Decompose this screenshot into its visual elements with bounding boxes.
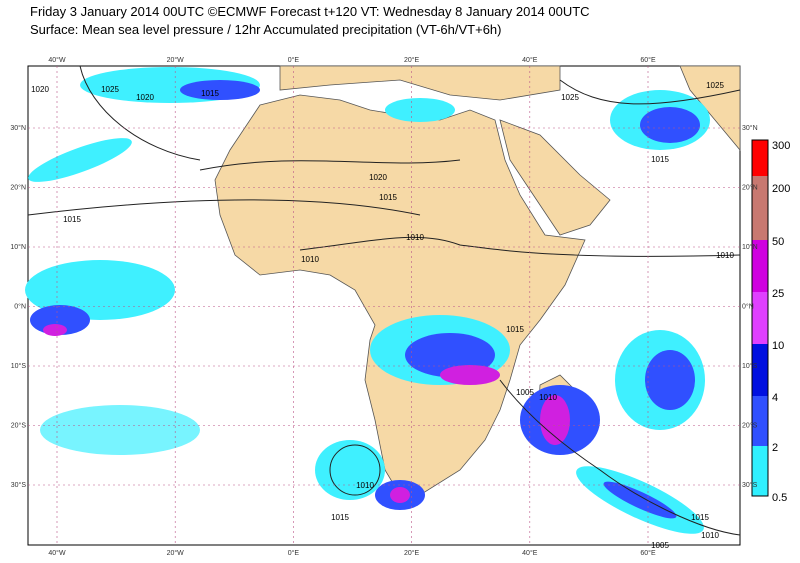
precipitation — [25, 67, 710, 534]
lon-label: 0°E — [288, 56, 300, 64]
lat-label: 20°N — [10, 184, 26, 192]
lat-label: 10°S — [742, 362, 758, 370]
lat-label: 30°N — [742, 124, 758, 132]
colorbar: 300 200 50 25 10 4 2 0.5 — [751, 139, 790, 504]
isobar-label: 1025 — [101, 85, 119, 94]
colorbar-label: 0.5 — [772, 492, 787, 504]
isobar-label: 1020 — [31, 85, 49, 94]
isobar-label: 1010 — [301, 255, 319, 264]
lat-label: 20°S — [742, 422, 758, 430]
isobar-label: 1025 — [561, 93, 579, 102]
colorbar-label: 2 — [772, 442, 778, 454]
colorbar-label: 200 — [772, 183, 790, 195]
colorbar-label: 10 — [772, 340, 784, 352]
land — [214, 65, 741, 496]
isobar-label: 1010 — [539, 393, 557, 402]
isobar-label: 1005 — [516, 388, 534, 397]
lon-label: 20°W — [167, 56, 185, 64]
isobar-label: 1015 — [651, 155, 669, 164]
lon-label: 40°W — [48, 56, 66, 64]
isobar-label: 1015 — [379, 193, 397, 202]
lat-label: 10°N — [10, 243, 26, 251]
isobar-label: 1010 — [406, 233, 424, 242]
isobar-label: 1025 — [706, 81, 724, 90]
graticule — [28, 66, 740, 545]
isobar-label: 1010 — [356, 481, 374, 490]
colorbar-label: 50 — [772, 236, 784, 248]
lat-label: 30°S — [11, 481, 27, 489]
lon-label: 60°E — [640, 549, 656, 557]
lat-label: 10°N — [742, 243, 758, 251]
subtitle: Surface: Mean sea level pressure / 12hr … — [30, 22, 502, 37]
lat-label: 20°S — [11, 422, 27, 430]
colorbar-label: 25 — [772, 288, 784, 300]
isobar-label: 1015 — [691, 513, 709, 522]
lon-label: 20°W — [167, 549, 185, 557]
isobars — [27, 65, 741, 536]
lat-label: 0°N — [742, 303, 754, 311]
lat-label: 20°N — [742, 184, 758, 192]
isobar-label: 1015 — [201, 89, 219, 98]
isobar-label: 1015 — [506, 325, 524, 334]
lat-label: 10°S — [11, 362, 27, 370]
title: Friday 3 January 2014 00UTC ©ECMWF Forec… — [30, 4, 590, 19]
isobar-label: 1015 — [331, 513, 349, 522]
isobar-label: 1020 — [369, 173, 387, 182]
lon-label: 40°E — [522, 56, 538, 64]
lat-label: 30°N — [10, 124, 26, 132]
lon-label: 40°E — [522, 549, 538, 557]
colorbar-label: 300 — [772, 140, 790, 152]
lat-label: 0°N — [14, 303, 26, 311]
lon-label: 20°E — [404, 549, 420, 557]
lon-label: 0°E — [288, 549, 300, 557]
isobar-label: 1010 — [701, 531, 719, 540]
isobar-label: 1020 — [136, 93, 154, 102]
lon-label: 20°E — [404, 56, 420, 64]
colorbar-label: 4 — [772, 392, 778, 404]
lon-label: 60°E — [640, 56, 656, 64]
isobar-label: 1010 — [716, 251, 734, 260]
isobar-label: 1015 — [63, 215, 81, 224]
lat-label: 30°S — [742, 481, 758, 489]
isobar-label: 1005 — [651, 541, 669, 550]
lon-label: 40°W — [48, 549, 66, 557]
